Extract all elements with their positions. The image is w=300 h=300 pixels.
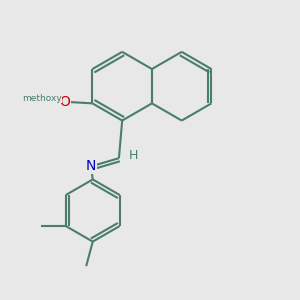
Text: O: O <box>59 95 70 109</box>
Text: H: H <box>129 149 138 162</box>
Text: N: N <box>86 159 96 173</box>
Text: methoxy: methoxy <box>22 94 62 103</box>
